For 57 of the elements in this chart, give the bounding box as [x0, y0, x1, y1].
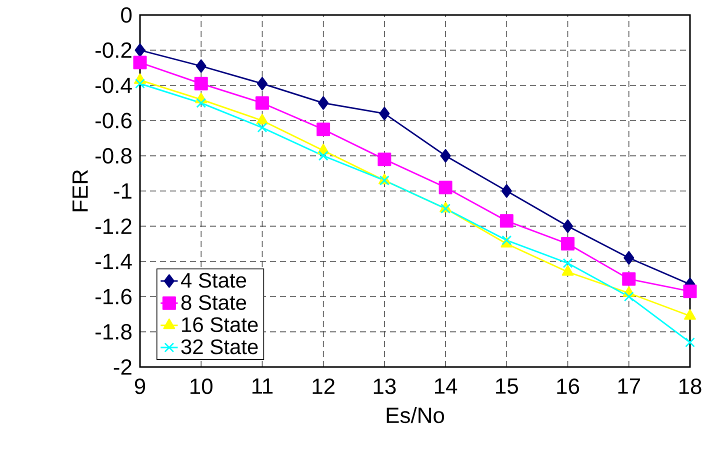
y-tick-label: -1.6	[96, 288, 132, 304]
y-tick-label: -0.2	[96, 42, 132, 58]
y-tick-label: -1.8	[96, 324, 132, 340]
point	[500, 214, 514, 228]
y-tick-label: -1.2	[96, 218, 132, 234]
point	[440, 149, 451, 163]
x-axis-title: Es/No	[386, 406, 444, 424]
y-tick-label: -0.6	[96, 112, 132, 128]
point	[622, 272, 636, 286]
legend-label: 16 State	[182, 317, 258, 332]
point	[134, 43, 146, 57]
point	[196, 59, 206, 73]
x-tick-label: 12	[312, 378, 334, 394]
y-tick-label: -2	[114, 359, 132, 375]
point	[684, 309, 696, 320]
point	[562, 219, 574, 233]
legend-label: 8 State	[181, 295, 246, 310]
y-tick-label: -0.8	[96, 148, 132, 164]
x-tick-label: 15	[496, 378, 518, 394]
point	[194, 76, 208, 90]
x-tick-label: 10	[190, 378, 212, 394]
x-tick-label: 11	[252, 378, 273, 394]
point	[196, 98, 206, 108]
point	[379, 106, 390, 120]
point	[378, 152, 392, 166]
point	[683, 284, 697, 298]
legend-label: 32 State	[181, 339, 258, 354]
y-axis-title: FER	[72, 170, 88, 212]
y-tick-label: -0.4	[96, 78, 132, 94]
point	[624, 251, 634, 265]
x-tick-label: 9	[134, 378, 146, 394]
point	[562, 265, 574, 276]
point	[318, 150, 328, 161]
point	[561, 237, 575, 251]
y-tick-label: 0	[121, 7, 132, 23]
point	[133, 56, 147, 70]
point	[624, 292, 634, 302]
point	[257, 122, 268, 133]
point	[255, 96, 269, 110]
point	[438, 180, 452, 194]
x-tick-label: 18	[679, 378, 702, 394]
point	[256, 114, 268, 124]
x-tick-label: 17	[618, 378, 640, 394]
x-tick-label: 13	[374, 378, 396, 394]
y-tick-label: -1.4	[96, 254, 132, 269]
y-tick-label: -1	[114, 183, 132, 199]
x-tick-label: 16	[557, 378, 580, 394]
point	[502, 235, 512, 246]
x-tick-label: 14	[434, 378, 458, 394]
point	[135, 78, 145, 89]
point	[256, 76, 268, 90]
point	[501, 184, 512, 198]
legend-label: 4 State	[180, 272, 246, 288]
point	[685, 337, 695, 348]
point	[318, 96, 329, 110]
point	[562, 258, 573, 268]
point	[316, 122, 330, 136]
